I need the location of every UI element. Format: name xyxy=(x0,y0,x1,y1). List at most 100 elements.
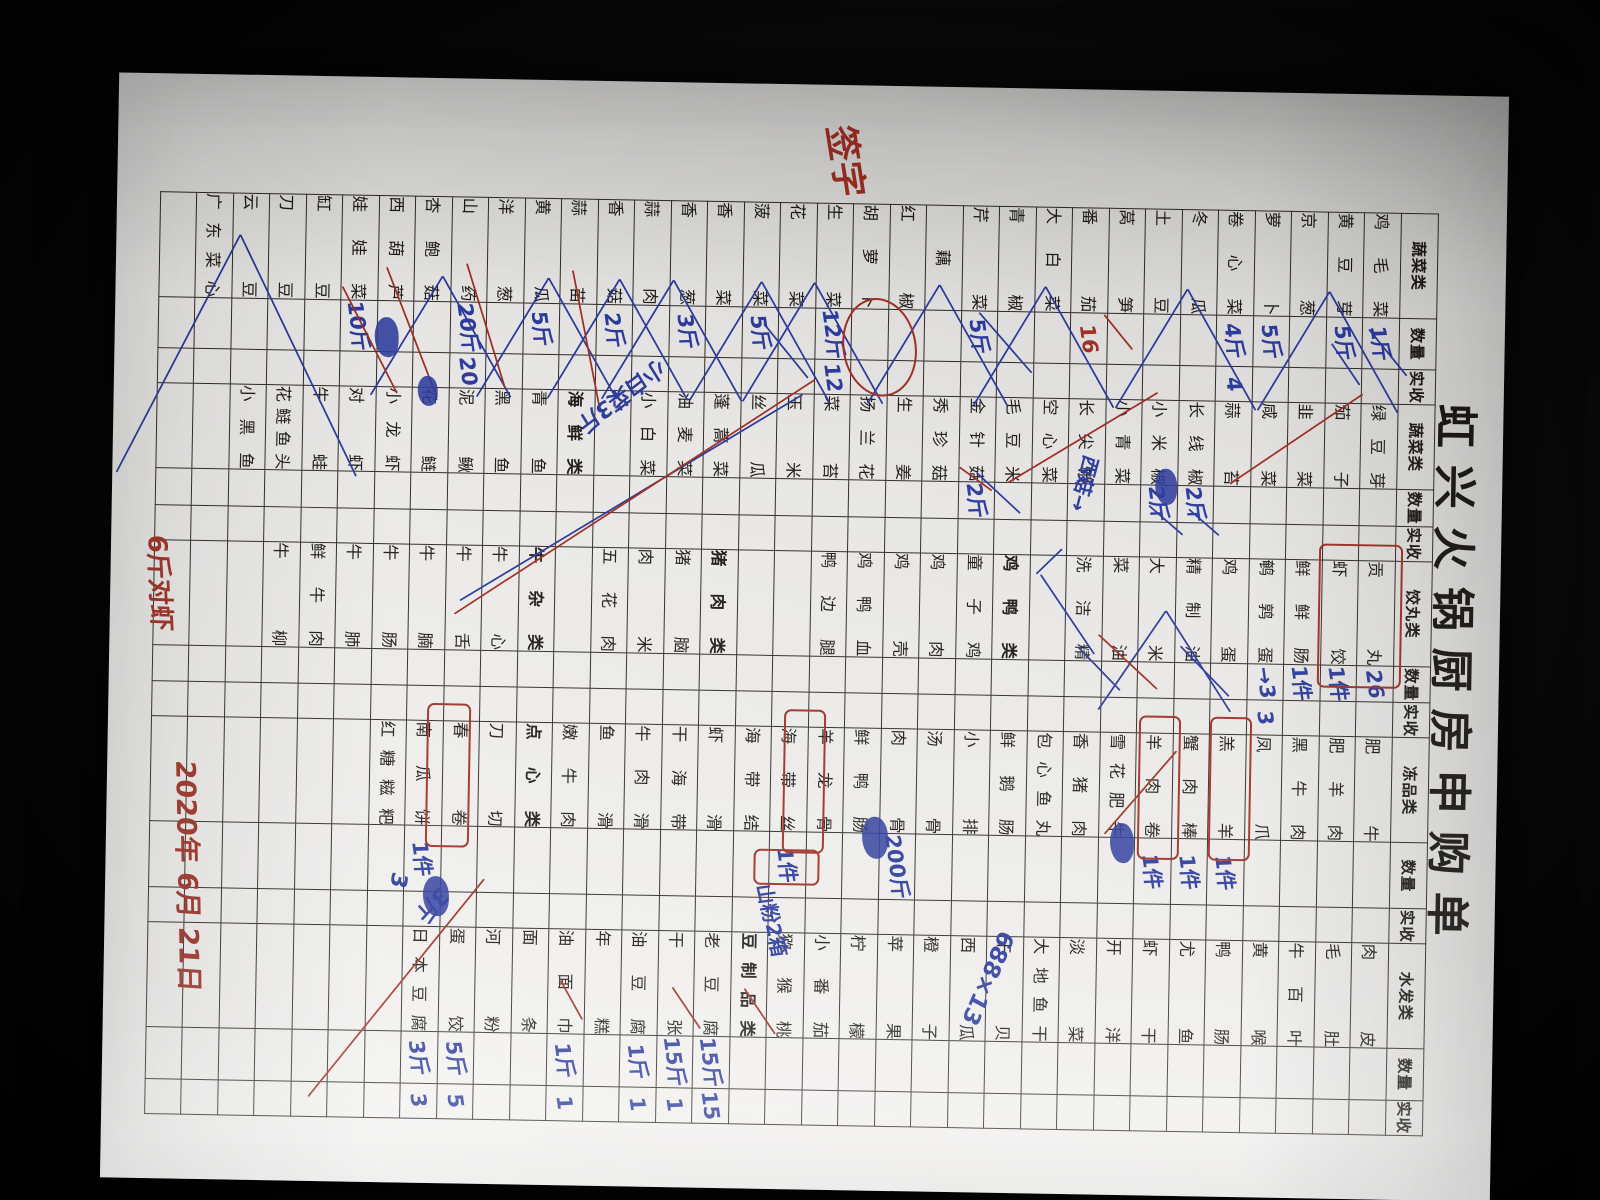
item-cell: 绿豆芽 xyxy=(1360,403,1399,490)
received-cell xyxy=(589,688,627,725)
received-cell xyxy=(1139,521,1178,558)
received-cell xyxy=(264,506,302,543)
item-cell xyxy=(292,924,331,1031)
received-cell xyxy=(522,354,560,390)
item-cell: 蒜苗 xyxy=(560,198,599,305)
quantity-cell xyxy=(583,1034,621,1087)
quantity-cell xyxy=(264,469,302,508)
quantity-cell xyxy=(765,1037,803,1090)
item-cell: 海带结 xyxy=(733,726,772,832)
item-cell: 虾饺 xyxy=(1320,559,1359,666)
item-cell: 肉皮 xyxy=(1350,942,1389,1049)
quantity-cell xyxy=(1286,487,1324,525)
item-cell: 豆制品类 xyxy=(730,932,769,1038)
quantity-cell: 5斤 xyxy=(1325,317,1364,369)
handwritten-value: 5 xyxy=(442,1093,469,1109)
quantity-cell xyxy=(1359,488,1397,527)
quantity-cell xyxy=(775,478,813,516)
item-cell: 洋葱 xyxy=(487,197,526,304)
handwritten-value: 2斤 xyxy=(1143,485,1173,522)
item-cell: 鱼滑 xyxy=(587,723,626,830)
received-cell xyxy=(735,691,773,727)
quantity-cell xyxy=(622,829,661,896)
item-cell xyxy=(158,191,198,298)
header-cell: 数量 xyxy=(1386,1048,1424,1101)
quantity-cell xyxy=(666,476,704,515)
item-cell: 娃娃菜 xyxy=(341,194,380,301)
quantity-cell: 4斤 xyxy=(1216,315,1254,368)
received-cell xyxy=(476,892,514,929)
quantity-cell xyxy=(1057,1042,1095,1095)
item-cell: 香葱 xyxy=(669,200,709,307)
received-cell: 3 xyxy=(1246,700,1284,736)
quantity-cell xyxy=(225,645,263,684)
received-cell xyxy=(658,895,696,932)
item-cell: 肉骨 xyxy=(879,728,918,835)
paper-sheet: 虹兴火锅厨房申购单 蔬菜类 数量 实收 蔬菜类 数量 实收 饺丸类 数量 实收 冻品类 数量 实收 水发… xyxy=(99,72,1510,1200)
item-cell: 猪肉类 xyxy=(700,549,739,655)
received-cell xyxy=(1106,364,1144,401)
quantity-cell: 1件 xyxy=(1133,838,1172,905)
item-cell xyxy=(189,540,228,646)
received-cell xyxy=(224,682,262,719)
received-cell xyxy=(157,347,195,384)
purchase-table: 蔬菜类 数量 实收 蔬菜类 数量 实收 饺丸类 数量 实收 冻品类 数量 实收 水发类 数量 实收 鸡毛菜 1… xyxy=(144,191,1439,1136)
item-cell: 鸡蛋 xyxy=(1211,557,1250,664)
item-cell: 汤骨 xyxy=(916,729,955,836)
item-cell: 肥羊肉 xyxy=(1317,736,1356,843)
received-cell xyxy=(1056,1094,1095,1130)
item-cell: 秀珍菇 xyxy=(922,396,961,482)
quantity-cell xyxy=(590,652,628,690)
quantity-cell xyxy=(331,824,369,891)
quantity-cell: 5斤 xyxy=(1252,315,1291,368)
received-cell xyxy=(704,357,742,394)
handwritten-value: 1件 xyxy=(1286,664,1316,701)
quantity-cell xyxy=(155,467,193,506)
received-cell xyxy=(808,692,846,729)
received-cell xyxy=(257,888,295,925)
item-cell: 鸭边腿 xyxy=(809,550,848,657)
item-cell: 刀豆 xyxy=(268,193,307,300)
received-cell xyxy=(1103,521,1141,557)
item-cell: 牛肠 xyxy=(371,543,411,649)
quantity-cell: 26 xyxy=(1356,665,1394,703)
received-cell xyxy=(764,1088,803,1125)
received-cell xyxy=(1176,522,1214,558)
quantity-cell xyxy=(517,650,555,689)
quantity-cell xyxy=(887,309,926,362)
item-cell: 小青菜 xyxy=(1104,399,1143,486)
quantity-cell xyxy=(663,653,701,691)
item-cell: 牛腩 xyxy=(408,543,447,650)
quantity-cell xyxy=(334,647,372,685)
item-cell: 黄喉 xyxy=(1240,941,1280,1047)
item-cell: 尤鱼 xyxy=(1167,939,1207,1046)
quantity-cell xyxy=(1021,1042,1059,1095)
quantity-cell xyxy=(513,827,552,894)
received-cell xyxy=(1242,906,1280,942)
item-cell: 大白菜 xyxy=(1034,206,1074,313)
item-cell: 咸菜 xyxy=(1250,402,1289,488)
received-cell xyxy=(1279,906,1317,943)
handwritten-value: 5斤 xyxy=(963,318,994,355)
handwritten-value: 3 xyxy=(1251,710,1278,726)
received-cell xyxy=(1288,367,1326,404)
quantity-cell xyxy=(1167,1044,1205,1097)
received-cell xyxy=(188,681,226,718)
item-cell: 牛肺 xyxy=(335,542,374,649)
quantity-cell xyxy=(812,479,850,517)
item-cell: 年糕 xyxy=(584,929,623,1036)
quantity-cell xyxy=(1352,842,1391,909)
item-cell: 萝卜 xyxy=(1253,210,1293,317)
item-cell: 菜苔 xyxy=(812,394,851,480)
header-cell: 数量 xyxy=(1396,489,1434,527)
received-cell xyxy=(996,362,1034,399)
quantity-cell xyxy=(553,651,591,689)
quantity-cell xyxy=(473,1032,512,1085)
header-cell: 实收 xyxy=(1398,369,1436,406)
handwritten-value: 2斤 xyxy=(599,312,629,349)
item-cell: 五花肉 xyxy=(590,547,630,653)
received-cell xyxy=(771,691,810,728)
header-cell: 实收 xyxy=(1385,1099,1424,1136)
received-cell xyxy=(592,512,630,548)
item-cell: 点心类 xyxy=(514,722,553,829)
